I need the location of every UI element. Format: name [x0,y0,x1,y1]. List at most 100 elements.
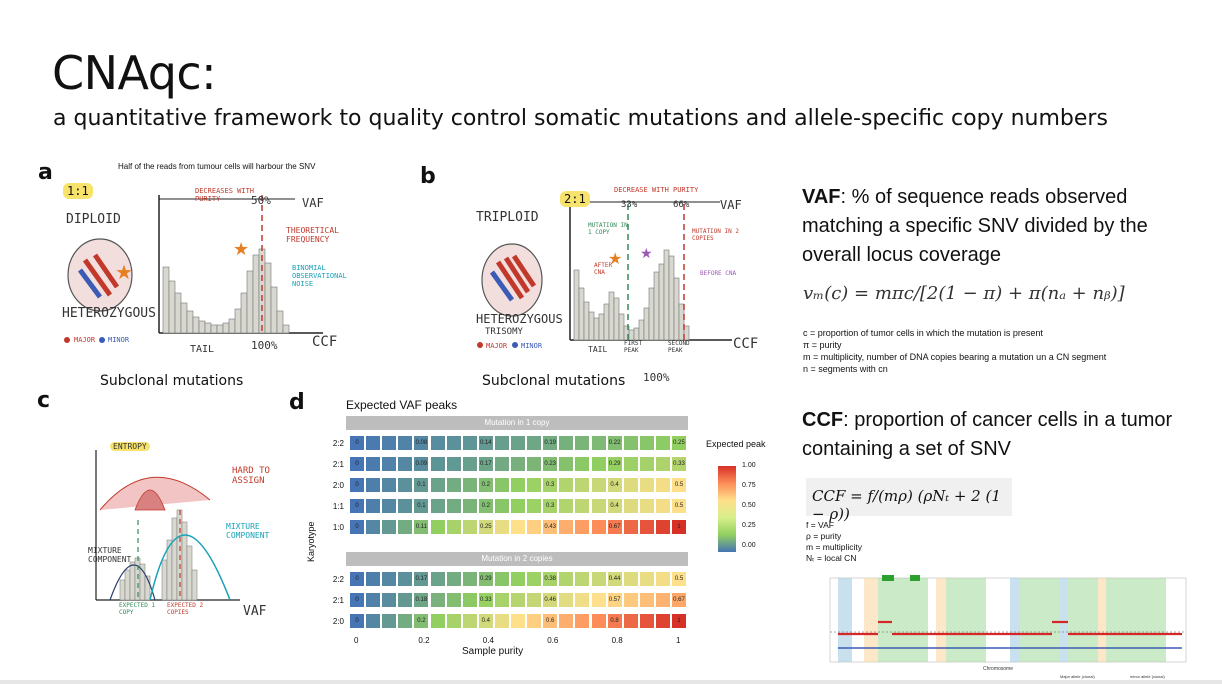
heatmap-cell [623,478,638,492]
ccf-defs: f = VAF ρ = purity m = multiplicity Nₜ =… [806,520,862,564]
heatmap-cell [511,572,525,586]
heatmap-cell [366,593,381,607]
heatmap-strip-1copy: Mutation in 1 copy [346,416,688,430]
heatmap-cell: 0.1 [414,499,429,513]
heatmap-row-label: 2:2 [332,575,344,584]
heatmap-cell [591,593,606,607]
heatmap-cell [575,593,590,607]
heatmap-xtick: 0.6 [547,636,559,645]
panel-b-second-peak: SECOND PEAK [668,340,690,354]
heatmap-cell [366,614,381,628]
panel-a-heterozygous: HETEROZYGOUS [62,306,156,321]
heatmap-cell: 0.44 [607,572,622,586]
heatmap-cell: 0.4 [607,499,622,513]
heatmap-cell [655,457,670,471]
panel-a-ccf-axis: CCF [312,334,338,350]
heatmap-cell [511,520,525,534]
panel-c-expected-2: EXPECTED 2 COPIES [167,602,204,616]
panel-b-letter: b [420,164,436,189]
heatmap-row-label: 2:0 [332,617,344,626]
heatmap-cell [559,614,574,628]
heatmap-cell: 0.17 [478,457,493,471]
bottom-bar [0,680,1222,684]
heatmap-cell [559,478,574,492]
heatmap-row-label: 1:0 [332,523,344,532]
heatmap-cell [591,520,606,534]
panel-c-hard-to-assign: HARD TO ASSIGN [232,466,270,486]
heatmap-cell [511,478,525,492]
heatmap-row-label: 2:2 [332,439,344,448]
heatmap-cell: 0.14 [478,436,493,450]
panel-a-sketch: ★ ★ [64,195,323,343]
panel-a-tail: TAIL [190,344,215,355]
panel-a-histogram [162,248,290,334]
heatmap-cell [366,520,381,534]
panel-b-legend-minor: MINOR [521,342,543,350]
heatmap-cell: 0.19 [543,436,558,450]
heatmap-cell [398,572,413,586]
heatmap-cell: 0.46 [543,593,558,607]
vaf-text: : % of sequence reads observed matching … [802,186,1148,266]
heatmap-cell [462,520,477,534]
panel-b-33: 33% [621,200,638,210]
heatmap-cell [398,436,413,450]
heatmap-cell [639,457,654,471]
heatmap-legend-title: Expected peak [706,439,766,449]
heatmap-cell [623,499,638,513]
heatmap-cell [591,499,606,513]
heatmap-cell [591,614,606,628]
panel-c-letter: c [37,388,51,413]
heatmap-cell: 0.09 [414,457,429,471]
heatmap-row-label: 2:1 [332,596,344,605]
panel-b-first-peak: FIRST PEAK [624,340,643,354]
heatmap-xtick: 0 [354,636,359,645]
heatmap-cell: 0.2 [478,478,493,492]
heatmap-cell [398,520,413,534]
heatmap-cell: 0.2 [478,499,493,513]
panel-a-karyotype-badge: 1:1 [63,183,93,199]
heatmap-xtick: 0.8 [611,636,623,645]
heatmap-cell [591,572,606,586]
heatmap-strip-2copies: Mutation in 2 copies [346,552,688,566]
heatmap-cell [494,436,509,450]
heatmap-cell [494,572,509,586]
heatmap-cell [446,436,461,450]
panel-c-mixture-left: MIXTURE COMPONENT [88,546,132,564]
panel-b-mut1: MUTATION IN 1 COPY [588,222,628,236]
heatmap-cell [430,572,445,586]
heatmap-legend-tick: 1.00 [742,462,756,469]
heatmap-cell [462,478,477,492]
panel-c-entropy: ENTROPY [110,442,150,451]
heatmap-cell: 0 [350,520,364,534]
heatmap-cell [511,436,525,450]
heatmap-cell [527,436,542,450]
heatmap-legend-tick: 0.00 [742,542,756,549]
heatmap-cell [430,499,445,513]
heatmap-cell [575,457,590,471]
panel-b-trisomy: TRISOMY [485,327,523,337]
expected-vaf-heatmap: Mutation in 1 copy Mutation in 2 copies … [306,412,770,662]
heatmap-row-label: 1:1 [332,502,344,511]
heatmap-cell: 1 [672,614,686,628]
heatmap-cell: 0.2 [414,614,429,628]
heatmap-cell [575,436,590,450]
panel-b-vaf-axis: VAF [720,198,742,212]
heatmap-cell [430,593,445,607]
heatmap-cell: 0.25 [478,520,493,534]
heatmap-xtick: 0.2 [418,636,430,645]
panel-b-triploid: TRIPLOID [476,210,539,225]
panel-c-vaf-axis: VAF [243,604,267,619]
heatmap-row-label: 2:0 [332,481,344,490]
heatmap-cell [527,478,542,492]
heatmap-cell [591,436,606,450]
panel-b-legend-major: MAJOR [486,342,508,350]
panel-a-fifty: 50% [251,194,271,207]
heatmap-cell [591,457,606,471]
heatmap-cell [655,572,670,586]
heatmap-cell: 0.29 [478,572,493,586]
heatmap-cell [655,436,670,450]
heatmap-cell [398,478,413,492]
heatmap-cell [446,572,461,586]
heatmap-cell: 0.25 [672,436,686,450]
heatmap-title: Expected VAF peaks [346,398,458,412]
